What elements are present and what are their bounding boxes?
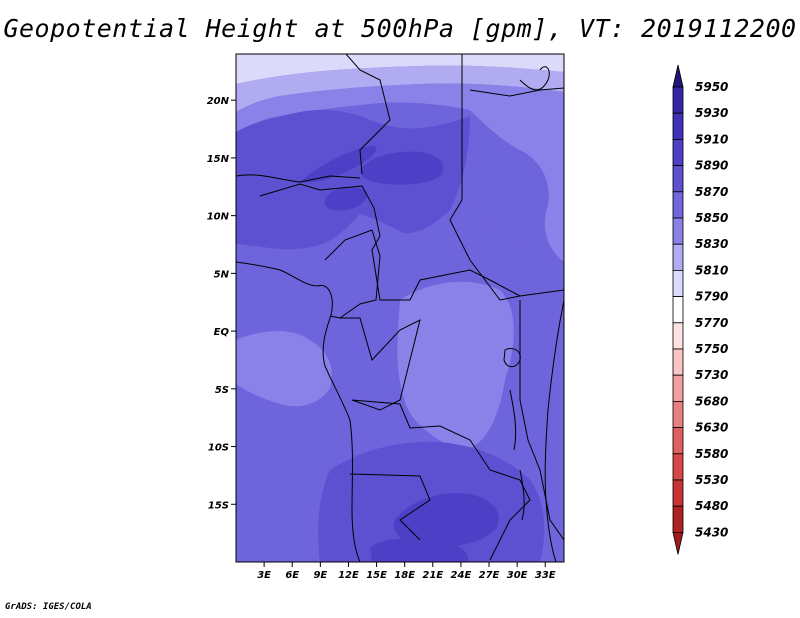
lake-victoria <box>503 347 521 368</box>
border-sahara <box>236 174 361 183</box>
y-tick-label: 20N <box>207 96 230 107</box>
colorbar-label: 5930 <box>695 106 728 120</box>
x-tick-label: 12E <box>338 570 359 581</box>
colorbar-box <box>672 112 684 140</box>
field-5830-north <box>236 83 564 263</box>
colorbar-label: 5480 <box>695 499 728 513</box>
colorbar-label: 5870 <box>695 185 728 199</box>
y-tick-label: 5N <box>214 269 230 280</box>
colorbar-label: 5810 <box>695 263 728 277</box>
colorbar-box <box>672 427 684 455</box>
colorbar-box <box>672 243 684 271</box>
colorbar-box <box>672 138 684 166</box>
map-frame <box>235 53 565 563</box>
field-5890-nigeria <box>324 187 368 211</box>
border-niger-nigeria <box>259 183 521 301</box>
colorbar-box <box>672 505 684 533</box>
colorbar-label: 5770 <box>695 316 728 330</box>
colorbar-box <box>672 86 684 114</box>
border-congo <box>340 317 421 411</box>
colorbar-box <box>672 269 684 297</box>
colorbar-bottom-triangle <box>672 532 684 555</box>
x-tick-label: 30E <box>507 570 528 581</box>
field-5830-west <box>236 330 332 407</box>
border-angola <box>349 473 431 541</box>
colorbar-label: 5950 <box>695 80 728 94</box>
field-5790-north <box>236 54 564 84</box>
colorbar-label: 5830 <box>695 237 728 251</box>
coastline-east-africa <box>544 299 564 562</box>
credit-text: GrADS: IGES/COLA <box>5 602 92 612</box>
x-tick-label: 27E <box>479 570 500 581</box>
x-tick-label: 24E <box>451 570 472 581</box>
coastline-west-africa <box>236 261 361 562</box>
colorbar-label: 5680 <box>695 394 728 408</box>
colorbar-label: 5530 <box>695 473 728 487</box>
colorbar: 5950 5930 5910 5890 5870 5850 5830 5810 5790 5770… <box>672 64 728 555</box>
colorbar-box <box>672 296 684 324</box>
field-5890-chad <box>360 151 444 185</box>
x-tick-label: 3E <box>257 570 271 581</box>
colorbar-box <box>672 191 684 219</box>
field-5890-south2 <box>370 538 469 562</box>
field-5890-sahel <box>300 145 377 183</box>
y-axis: 20N 15N 10N 5N EQ 5S 10S 15S <box>207 96 236 511</box>
x-tick-label: 33E <box>535 570 556 581</box>
field-5830-congo <box>397 281 514 449</box>
colorbar-box <box>672 453 684 481</box>
colorbar-label: 5430 <box>695 525 728 539</box>
colorbar-label: 5580 <box>695 447 728 461</box>
colorbar-box <box>672 374 684 402</box>
colorbar-label: 5750 <box>695 342 728 356</box>
colorbar-label: 5910 <box>695 132 728 146</box>
colorbar-label: 5850 <box>695 211 728 225</box>
field-5810-north <box>236 65 564 112</box>
y-tick-label: 10N <box>207 212 230 223</box>
x-tick-label: 18E <box>394 570 415 581</box>
x-tick-label: 21E <box>422 570 443 581</box>
colorbar-label: 5890 <box>695 159 728 173</box>
lake-malawi <box>519 469 525 521</box>
x-axis: 3E 6E 9E 12E 15E 18E 21E 24E 27E 30E 33E <box>257 562 556 581</box>
border-drc-south <box>351 399 531 561</box>
colorbar-box <box>672 217 684 245</box>
field-5870-west <box>236 109 470 250</box>
colorbar-label: 5730 <box>695 368 728 382</box>
x-tick-label: 6E <box>285 570 299 581</box>
colorbar-box <box>672 400 684 428</box>
colorbar-label: 5630 <box>695 421 728 435</box>
lake-tanganyika <box>509 389 517 451</box>
x-tick-label: 9E <box>313 570 327 581</box>
colorbar-box <box>672 322 684 350</box>
y-tick-label: 10S <box>208 443 229 454</box>
border-libya-chad <box>345 54 391 175</box>
x-tick-label: 15E <box>366 570 387 581</box>
colorbar-label: 5790 <box>695 290 728 304</box>
y-tick-label: 15S <box>208 500 229 511</box>
height-field <box>236 54 564 562</box>
colorbar-box <box>672 348 684 376</box>
colorbar-box <box>672 165 684 193</box>
boundaries <box>236 54 564 562</box>
y-tick-label: 15N <box>207 154 230 165</box>
border-sudan <box>469 87 564 97</box>
y-tick-label: EQ <box>214 327 230 338</box>
y-tick-label: 5S <box>215 385 229 396</box>
colorbar-top-triangle <box>672 64 684 88</box>
map-title: Geopotential Height at 500hPa [gpm], VT:… <box>3 14 797 43</box>
colorbar-box <box>672 479 684 507</box>
border-east <box>519 300 564 541</box>
red-sea-coast <box>519 66 550 91</box>
border-cameroon <box>324 229 381 319</box>
